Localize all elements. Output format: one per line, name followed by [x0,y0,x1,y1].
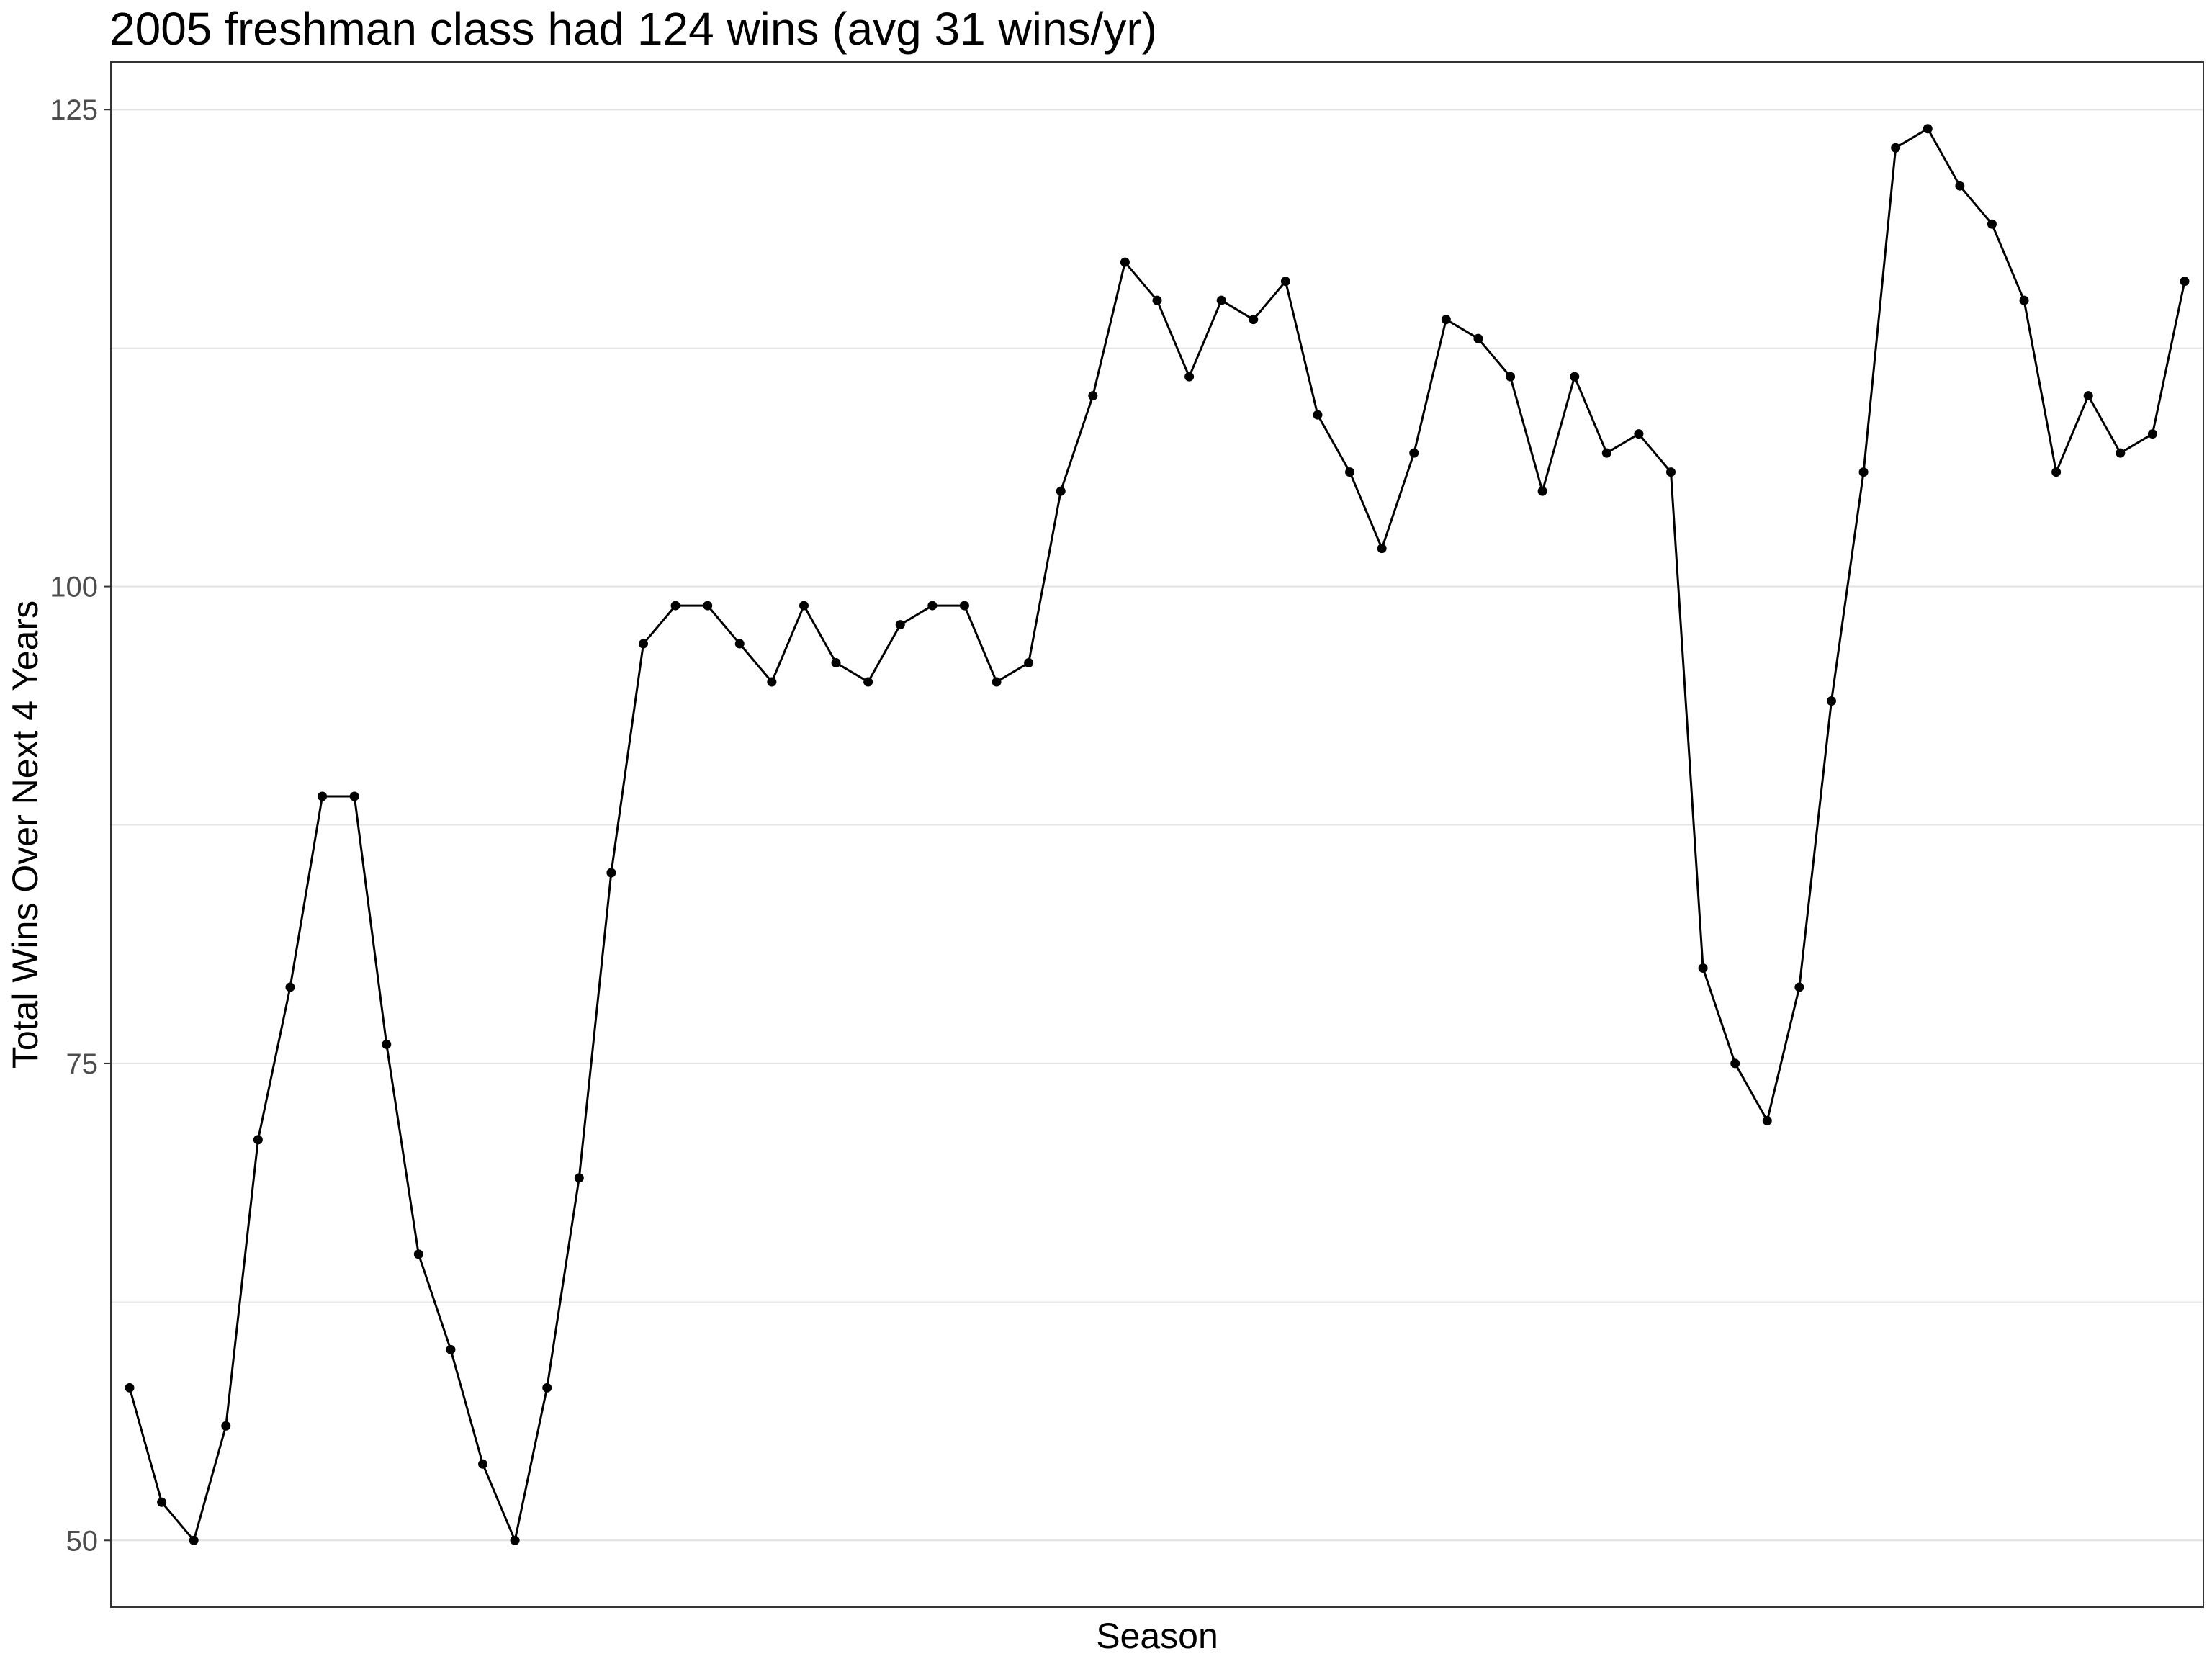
data-point [1794,982,1804,992]
data-point [1313,410,1323,420]
data-point [318,791,328,801]
data-point [1923,124,1933,134]
x-axis-title: Season [1096,1616,1218,1656]
grid-lines [111,109,2203,1542]
data-point [2051,467,2062,477]
data-point [1216,295,1226,305]
chart-title: 2005 freshman class had 124 wins (avg 31… [109,3,1157,55]
data-point [670,601,680,611]
data-point [799,601,809,611]
y-tick-label: 125 [50,94,98,126]
data-point [1345,467,1355,477]
y-tick-label: 75 [66,1048,99,1080]
y-axis-ticks: 50 75 100 125 [50,94,111,1557]
data-point [382,1039,392,1049]
data-point [253,1135,263,1145]
data-point [606,868,616,878]
data-point [125,1382,135,1393]
data-point [831,658,841,668]
data-point [2147,429,2157,439]
data-point [1826,696,1836,706]
data-point [221,1421,231,1431]
data-point [413,1249,423,1259]
data-point [2116,448,2126,458]
data-point [510,1535,520,1545]
data-point [1473,333,1483,343]
data-point [478,1459,488,1469]
data-point [1152,295,1162,305]
data-point [1987,219,1997,229]
plot-panel-border [110,61,2204,1608]
data-point [1570,372,1580,382]
data-point [1024,658,1034,668]
data-point [157,1497,167,1507]
data-point [285,982,295,992]
data-point [992,677,1002,687]
data-point [639,639,648,649]
data-point [1634,429,1644,439]
data-point [927,601,938,611]
data-point [703,601,713,611]
data-point [1441,315,1451,325]
data-point [542,1382,552,1393]
data-point [1891,143,1901,153]
data-points-group [125,124,2190,1545]
data-point [446,1344,456,1354]
data-point [767,677,777,687]
data-point [1666,467,1676,477]
data-point [1601,448,1611,458]
data-point [574,1173,584,1183]
data-point [734,639,745,649]
y-tick-label: 100 [50,572,98,603]
data-point [1698,963,1708,973]
data-point [1955,181,1965,191]
y-tick-label: 50 [66,1525,99,1557]
series-line-group [128,127,2186,1542]
data-point [1377,544,1387,554]
data-point [1730,1058,1740,1069]
data-point [2019,295,2029,305]
y-axis-title: Total Wins Over Next 4 Years [5,601,45,1069]
data-point [2083,391,2093,401]
data-point [895,620,905,630]
data-point [1537,486,1547,496]
data-point [1120,257,1130,267]
data-point [1858,467,1869,477]
data-point [959,601,969,611]
data-point [863,677,873,687]
data-point [349,791,359,801]
data-point [1409,448,1419,458]
data-point [1088,391,1098,401]
data-point [1762,1115,1772,1125]
series-line [128,127,2186,1542]
data-point [1280,276,1290,287]
data-point [1056,486,1066,496]
data-point [1249,315,1259,325]
data-point [1184,372,1195,382]
data-point [189,1535,199,1545]
data-point [2180,276,2190,287]
data-point [1506,372,1516,382]
